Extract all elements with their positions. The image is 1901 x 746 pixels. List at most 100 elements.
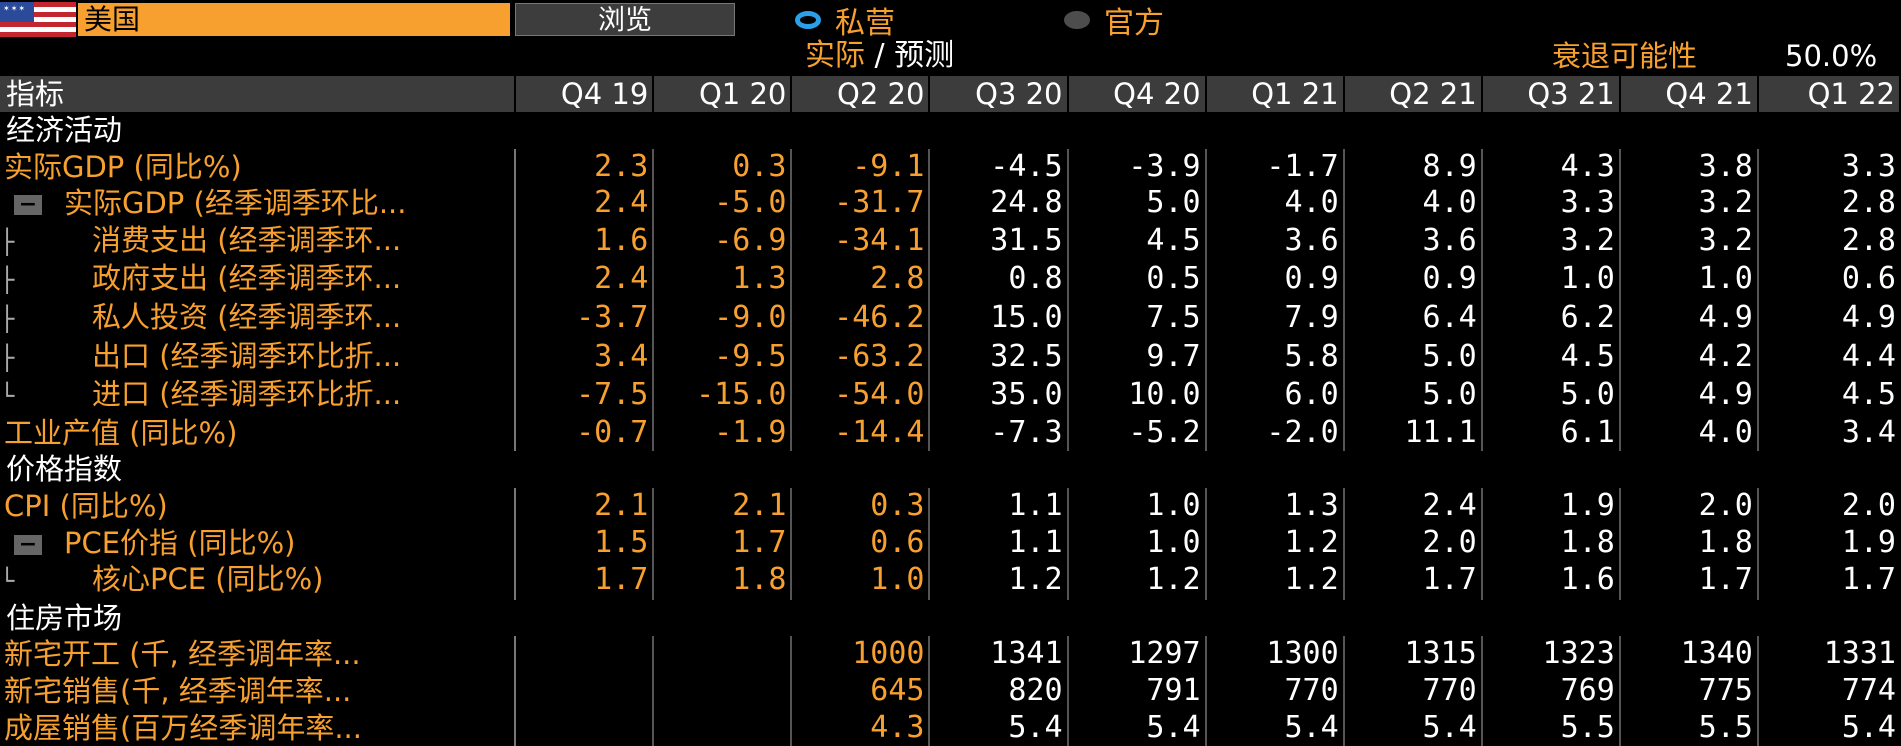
table-cell[interactable]: 1331 (1758, 636, 1900, 673)
table-cell[interactable]: 2.8 (1758, 185, 1900, 222)
row-label[interactable]: 工业产值 (同比%) (0, 415, 515, 452)
table-cell[interactable] (515, 673, 653, 710)
table-cell[interactable]: -46.2 (791, 299, 929, 338)
row-label[interactable]: └ 进口 (经季调季环比折... (0, 376, 515, 415)
table-cell[interactable] (515, 636, 653, 673)
table-cell[interactable]: 4.9 (1758, 299, 1900, 338)
table-cell[interactable]: 2.0 (1758, 488, 1900, 525)
table-cell[interactable]: 5.0 (1344, 338, 1482, 377)
table-cell[interactable]: -4.5 (929, 149, 1067, 186)
table-cell[interactable]: 1.7 (653, 525, 791, 562)
table-cell[interactable]: 3.4 (1758, 415, 1900, 452)
table-cell[interactable] (653, 673, 791, 710)
table-cell[interactable]: 1.2 (1068, 561, 1206, 600)
table-cell[interactable]: 1341 (929, 636, 1067, 673)
table-cell[interactable]: 3.3 (1758, 149, 1900, 186)
table-cell[interactable]: 1.6 (515, 222, 653, 261)
table-cell[interactable]: 10.0 (1068, 376, 1206, 415)
table-cell[interactable]: 4.0 (1344, 185, 1482, 222)
col-header[interactable]: Q3 21 (1482, 76, 1620, 112)
table-cell[interactable]: 1.0 (1620, 260, 1758, 299)
table-cell[interactable]: 0.9 (1206, 260, 1344, 299)
table-cell[interactable] (515, 710, 653, 746)
table-cell[interactable]: -6.9 (653, 222, 791, 261)
table-cell[interactable]: -63.2 (791, 338, 929, 377)
table-cell[interactable]: 1.2 (1206, 525, 1344, 562)
table-cell[interactable]: -9.0 (653, 299, 791, 338)
table-cell[interactable]: 9.7 (1068, 338, 1206, 377)
col-header[interactable]: Q2 21 (1344, 76, 1482, 112)
table-cell[interactable]: 775 (1620, 673, 1758, 710)
col-header[interactable]: Q1 20 (653, 76, 791, 112)
table-cell[interactable]: 6.4 (1344, 299, 1482, 338)
table-cell[interactable]: 2.4 (1344, 488, 1482, 525)
table-cell[interactable]: 1.0 (1482, 260, 1620, 299)
table-cell[interactable]: 6.1 (1482, 415, 1620, 452)
table-cell[interactable]: 1000 (791, 636, 929, 673)
table-cell[interactable]: 1.0 (1068, 488, 1206, 525)
table-cell[interactable]: 4.9 (1620, 299, 1758, 338)
table-cell[interactable]: 2.4 (515, 260, 653, 299)
collapse-icon[interactable]: − (14, 195, 42, 215)
col-header[interactable]: Q4 21 (1620, 76, 1758, 112)
table-cell[interactable]: 0.8 (929, 260, 1067, 299)
table-cell[interactable]: 5.0 (1068, 185, 1206, 222)
table-cell[interactable]: 1.7 (1344, 561, 1482, 600)
table-cell[interactable]: -3.7 (515, 299, 653, 338)
row-label[interactable]: 实际GDP (同比%) (0, 149, 515, 186)
row-label[interactable]: 成屋销售(百万经季调年率... (0, 710, 515, 746)
table-cell[interactable]: 2.0 (1344, 525, 1482, 562)
table-cell[interactable]: 7.9 (1206, 299, 1344, 338)
col-header[interactable]: Q1 21 (1206, 76, 1344, 112)
table-cell[interactable]: 4.5 (1068, 222, 1206, 261)
table-cell[interactable]: -14.4 (791, 415, 929, 452)
table-cell[interactable]: 0.3 (653, 149, 791, 186)
table-cell[interactable]: 1.8 (1482, 525, 1620, 562)
table-cell[interactable]: -0.7 (515, 415, 653, 452)
table-cell[interactable]: 5.4 (1068, 710, 1206, 746)
table-cell[interactable]: 4.3 (1482, 149, 1620, 186)
table-cell[interactable]: 3.4 (515, 338, 653, 377)
table-cell[interactable]: -34.1 (791, 222, 929, 261)
table-cell[interactable]: -9.5 (653, 338, 791, 377)
table-cell[interactable]: 1.9 (1758, 525, 1900, 562)
table-cell[interactable]: 1.3 (1206, 488, 1344, 525)
table-cell[interactable]: -31.7 (791, 185, 929, 222)
row-label[interactable]: ├ 消费支出 (经季调季环... (0, 222, 515, 261)
table-cell[interactable]: 1.2 (1206, 561, 1344, 600)
table-cell[interactable]: 2.0 (1620, 488, 1758, 525)
table-cell[interactable]: 3.2 (1620, 222, 1758, 261)
table-cell[interactable]: 1340 (1620, 636, 1758, 673)
table-cell[interactable]: 5.8 (1206, 338, 1344, 377)
table-cell[interactable]: 791 (1068, 673, 1206, 710)
table-cell[interactable]: 3.6 (1206, 222, 1344, 261)
table-cell[interactable]: 4.3 (791, 710, 929, 746)
table-cell[interactable]: 1297 (1068, 636, 1206, 673)
table-cell[interactable]: 645 (791, 673, 929, 710)
table-cell[interactable]: -1.7 (1206, 149, 1344, 186)
table-cell[interactable] (653, 710, 791, 746)
table-cell[interactable]: 1.7 (1758, 561, 1900, 600)
table-cell[interactable]: 1.1 (929, 525, 1067, 562)
table-cell[interactable]: 3.3 (1482, 185, 1620, 222)
col-header[interactable]: Q4 19 (515, 76, 653, 112)
row-label[interactable]: ├ 私人投资 (经季调季环... (0, 299, 515, 338)
table-cell[interactable]: 770 (1344, 673, 1482, 710)
table-cell[interactable]: 4.9 (1620, 376, 1758, 415)
table-cell[interactable]: -54.0 (791, 376, 929, 415)
table-cell[interactable]: 6.0 (1206, 376, 1344, 415)
table-cell[interactable]: 2.8 (791, 260, 929, 299)
table-cell[interactable]: 1.8 (653, 561, 791, 600)
table-cell[interactable]: 3.2 (1482, 222, 1620, 261)
row-label[interactable]: CPI (同比%) (0, 488, 515, 525)
table-cell[interactable]: 4.2 (1620, 338, 1758, 377)
table-cell[interactable]: 1.0 (1068, 525, 1206, 562)
table-cell[interactable]: 0.5 (1068, 260, 1206, 299)
